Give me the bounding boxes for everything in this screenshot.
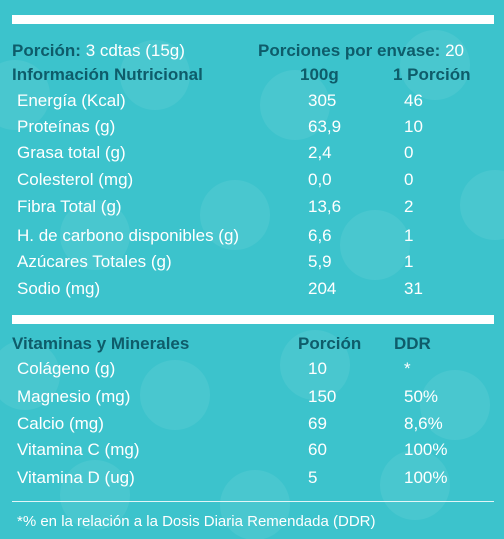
serving-row: Porción: 3 cdtas (15g) Porciones por env…: [0, 38, 504, 64]
nutrient-label: Proteínas (g): [17, 117, 116, 136]
nutrition-row: Proteínas (g) 63,9 10: [0, 114, 504, 140]
nutrient-label: H. de carbono disponibles (g): [17, 226, 240, 245]
vitamins-header-row: Vitaminas y Minerales Porción DDR: [0, 331, 504, 357]
nutrient-100g-value: 2,4: [308, 143, 332, 162]
vitamin-row: Calcio (mg) 69 8,6%: [0, 411, 504, 437]
nutrient-100g-value: 13,6: [308, 197, 342, 216]
servings-per-pack-label: Porciones por envase:: [258, 41, 441, 60]
vitamin-portion-value: 10: [308, 359, 327, 378]
nutrient-100g-value: 5,9: [308, 252, 332, 271]
col-ddr-header: DDR: [394, 334, 431, 353]
nutrient-portion-value: 1: [404, 252, 414, 271]
middle-divider-bar: [12, 315, 494, 324]
serving-label: Porción:: [12, 41, 81, 60]
nutrient-portion-value: 1: [404, 226, 414, 245]
col-portion-header: Porción: [298, 334, 362, 353]
nutrient-label: Colesterol (mg): [17, 170, 134, 189]
serving-info: Porción: 3 cdtas (15g): [12, 38, 185, 64]
nutrition-row: Energía (Kcal) 305 46: [0, 88, 504, 114]
nutrient-portion-value: 2: [404, 197, 414, 216]
nutrient-portion-value: 0: [404, 170, 414, 189]
servings-per-pack: Porciones por envase: 20: [258, 38, 464, 64]
nutrient-label: Sodio (mg): [17, 279, 101, 298]
servings-per-pack-value: 20: [445, 41, 464, 60]
nutrient-100g-value: 0,0: [308, 170, 332, 189]
footer-divider: [12, 501, 494, 502]
nutrient-label: Fibra Total (g): [17, 197, 122, 216]
vitamin-portion-value: 150: [308, 387, 337, 406]
vitamin-portion-value: 60: [308, 440, 327, 459]
nutrition-row: H. de carbono disponibles (g) 6,6 1: [0, 223, 504, 249]
vitamin-label: Vitamina D (ug): [17, 468, 135, 487]
vitamin-ddr-value: *: [404, 359, 411, 378]
nutrition-row: Fibra Total (g) 13,6 2: [0, 194, 504, 220]
vitamin-label: Magnesio (mg): [17, 387, 131, 406]
vitamins-title: Vitaminas y Minerales: [12, 334, 190, 353]
nutrition-row: Azúcares Totales (g) 5,9 1: [0, 249, 504, 275]
vitamin-ddr-value: 50%: [404, 387, 439, 406]
nutrient-100g-value: 204: [308, 279, 337, 298]
nutrient-label: Grasa total (g): [17, 143, 126, 162]
nutrient-100g-value: 305: [308, 91, 337, 110]
footnote: *% en la relación a la Dosis Diaria Reme…: [17, 513, 376, 530]
nutrient-100g-value: 6,6: [308, 226, 332, 245]
nutrition-row: Sodio (mg) 204 31: [0, 276, 504, 302]
col-portion-header: 1 Porción: [393, 65, 471, 84]
col-100g-header: 100g: [300, 65, 339, 84]
nutrient-label: Azúcares Totales (g): [17, 252, 172, 271]
vitamin-row: Vitamina C (mg) 60 100%: [0, 437, 504, 463]
vitamin-row: Colágeno (g) 10 *: [0, 356, 504, 382]
vitamin-label: Vitamina C (mg): [17, 440, 140, 459]
nutrient-portion-value: 10: [404, 117, 423, 136]
nutrient-portion-value: 0: [404, 143, 414, 162]
nutrient-100g-value: 63,9: [308, 117, 342, 136]
vitamin-ddr-value: 8,6%: [404, 414, 443, 433]
vitamin-label: Calcio (mg): [17, 414, 104, 433]
vitamin-portion-value: 5: [308, 468, 318, 487]
vitamin-label: Colágeno (g): [17, 359, 116, 378]
top-divider-bar: [12, 15, 494, 24]
vitamin-row: Magnesio (mg) 150 50%: [0, 384, 504, 410]
nutrient-portion-value: 46: [404, 91, 423, 110]
vitamin-ddr-value: 100%: [404, 440, 448, 459]
serving-value: 3 cdtas (15g): [85, 41, 185, 60]
nutrition-row: Grasa total (g) 2,4 0: [0, 140, 504, 166]
nutrient-portion-value: 31: [404, 279, 423, 298]
nutrition-title: Información Nutricional: [12, 65, 203, 84]
vitamin-portion-value: 69: [308, 414, 327, 433]
nutrition-row: Colesterol (mg) 0,0 0: [0, 167, 504, 193]
nutrition-header-row: Información Nutricional 100g 1 Porción: [0, 62, 504, 88]
vitamin-ddr-value: 100%: [404, 468, 448, 487]
nutrient-label: Energía (Kcal): [17, 91, 126, 110]
vitamin-row: Vitamina D (ug) 5 100%: [0, 465, 504, 491]
